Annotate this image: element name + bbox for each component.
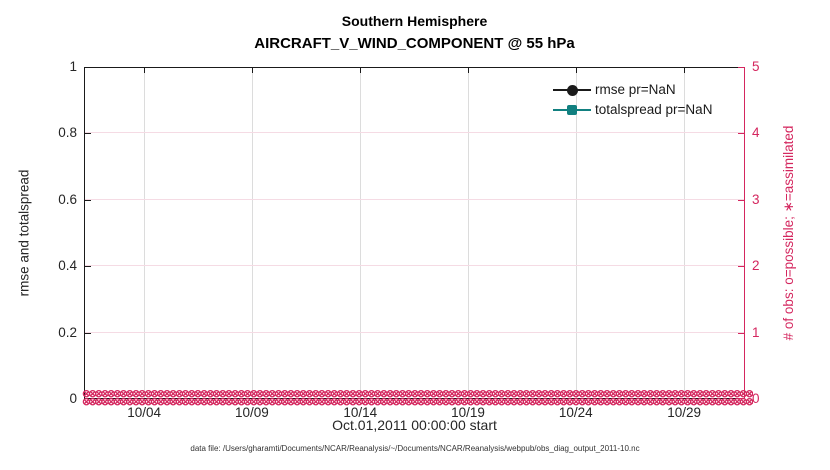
left-tick-label: 0.6 bbox=[58, 191, 77, 207]
plot-subtitle: AIRCRAFT_V_WIND_COMPONENT @ 55 hPa bbox=[254, 35, 575, 52]
x-tick-label: 10/09 bbox=[234, 405, 269, 420]
right-axis-title: # of obs: o=possible; ∗=assimilated bbox=[781, 125, 796, 341]
legend-item-totalspread: totalspread pr=NaN bbox=[553, 100, 712, 120]
left-tick bbox=[85, 199, 91, 201]
right-axis-spine bbox=[744, 67, 745, 399]
x-tick-label: 10/04 bbox=[127, 405, 162, 420]
plot-title: Southern Hemisphere bbox=[341, 13, 488, 29]
left-tick-label: 0.2 bbox=[58, 324, 77, 340]
top-axis-spine bbox=[84, 67, 745, 68]
x-tick-label: 10/29 bbox=[667, 405, 702, 420]
obs-band-row: ⊗⊗⊗⊗⊗⊗⊗⊗⊗⊗⊗⊗⊗⊗⊗⊗⊗⊗⊗⊗⊗⊗⊗⊗⊗⊗⊗⊗⊗⊗⊗⊗⊗⊗⊗⊗⊗⊗⊗⊗… bbox=[82, 396, 753, 407]
x-tick-label: 10/19 bbox=[451, 405, 485, 420]
left-tick-label: 0.8 bbox=[58, 125, 77, 141]
horizontal-gridline bbox=[84, 265, 745, 267]
right-tick bbox=[738, 133, 744, 135]
left-tick-label: 1 bbox=[69, 59, 77, 74]
right-tick bbox=[738, 67, 744, 68]
left-axis-title: rmse and totalspread bbox=[16, 169, 32, 297]
rmse-line-sample bbox=[553, 84, 591, 96]
legend-item-rmse: rmse pr=NaN bbox=[553, 80, 712, 100]
horizontal-gridline bbox=[84, 331, 745, 333]
vertical-gridline bbox=[575, 67, 577, 399]
top-tick bbox=[575, 68, 577, 73]
top-tick bbox=[684, 68, 686, 73]
left-tick-label: 0.4 bbox=[58, 258, 77, 274]
left-tick bbox=[85, 332, 91, 334]
left-tick bbox=[85, 398, 91, 399]
vertical-gridline bbox=[360, 67, 362, 399]
left-tick-label: 0 bbox=[69, 391, 77, 406]
obs-count-markers-band: ⊗⊗⊗⊗⊗⊗⊗⊗⊗⊗⊗⊗⊗⊗⊗⊗⊗⊗⊗⊗⊗⊗⊗⊗⊗⊗⊗⊗⊗⊗⊗⊗⊗⊗⊗⊗⊗⊗⊗⊗… bbox=[82, 390, 753, 407]
x-tick-label: 10/24 bbox=[558, 405, 593, 420]
bottom-axis-spine bbox=[84, 398, 745, 399]
vertical-gridline bbox=[251, 67, 253, 399]
obs-band-row: ⊗⊗⊗⊗⊗⊗⊗⊗⊗⊗⊗⊗⊗⊗⊗⊗⊗⊗⊗⊗⊗⊗⊗⊗⊗⊗⊗⊗⊗⊗⊗⊗⊗⊗⊗⊗⊗⊗⊗⊗… bbox=[82, 390, 753, 400]
right-tick-label: 4 bbox=[752, 125, 760, 141]
left-tick bbox=[85, 133, 91, 135]
left-axis-spine bbox=[84, 67, 85, 399]
right-tick-label: 0 bbox=[752, 391, 760, 406]
x-tick-label: 10/14 bbox=[343, 405, 378, 420]
horizontal-gridline bbox=[84, 132, 745, 134]
totalspread-square-marker-icon bbox=[567, 105, 577, 115]
top-tick bbox=[144, 68, 146, 73]
title-block: Southern Hemisphere AIRCRAFT_V_WIND_COMP… bbox=[84, 10, 745, 55]
totalspread-line-sample bbox=[553, 104, 591, 116]
right-tick-label: 3 bbox=[752, 191, 760, 207]
plot-area: 0 0.2 0.4 0.6 0.8 1 0 1 2 3 4 5 10/04 10… bbox=[58, 59, 759, 420]
right-tick-label: 5 bbox=[752, 59, 760, 74]
right-tick bbox=[738, 199, 744, 201]
rmse-circle-marker-icon bbox=[566, 84, 578, 96]
legend: rmse pr=NaN totalspread pr=NaN bbox=[553, 80, 712, 120]
x-axis-title: Oct.01,2011 00:00:00 start bbox=[332, 417, 497, 433]
horizontal-gridline bbox=[84, 198, 745, 200]
vertical-gridline bbox=[684, 67, 686, 399]
data-file-annotation: data file: /Users/gharamti/Documents/NCA… bbox=[190, 444, 640, 453]
top-tick bbox=[251, 68, 253, 73]
legend-label-rmse: rmse pr=NaN bbox=[595, 82, 676, 97]
right-tick bbox=[738, 266, 744, 268]
right-tick bbox=[738, 398, 744, 399]
vertical-gridline bbox=[144, 67, 146, 399]
right-tick-label: 1 bbox=[752, 324, 760, 340]
legend-label-totalspread: totalspread pr=NaN bbox=[595, 102, 713, 117]
left-tick bbox=[85, 67, 91, 68]
right-tick-label: 2 bbox=[752, 258, 760, 274]
top-tick bbox=[360, 68, 362, 73]
vertical-gridline bbox=[468, 67, 470, 399]
right-tick bbox=[738, 332, 744, 334]
top-tick bbox=[468, 68, 470, 73]
left-tick bbox=[85, 266, 91, 268]
